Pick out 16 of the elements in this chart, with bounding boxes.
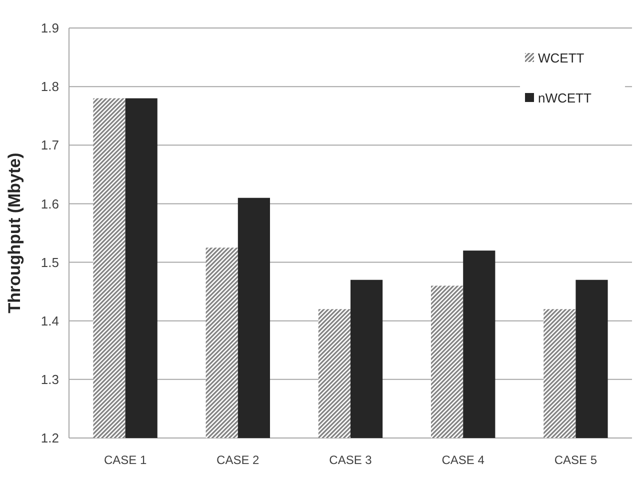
x-tick-label: CASE 4 (442, 453, 485, 467)
y-tick-label: 1.2 (40, 430, 59, 446)
y-tick-label: 1.9 (40, 20, 59, 36)
y-tick-label: 1.7 (40, 138, 59, 153)
y-tick-label: 1.3 (40, 372, 59, 387)
x-tick-label: CASE 5 (554, 453, 598, 467)
x-tick-label: CASE 3 (329, 453, 372, 467)
y-tick-label: 1.6 (40, 196, 59, 212)
x-tick-label: CASE 1 (104, 453, 147, 467)
x-tick-label: CASE 2 (216, 453, 260, 467)
y-tick-label: 1.4 (40, 313, 59, 328)
legend-label: nWCETT (538, 90, 592, 106)
y-tick-label: 1.5 (40, 254, 59, 270)
y-axis-title: Throughput (Mbyte) (5, 152, 24, 314)
y-tick-label: 1.8 (40, 79, 59, 94)
legend-label: WCETT (538, 50, 584, 66)
